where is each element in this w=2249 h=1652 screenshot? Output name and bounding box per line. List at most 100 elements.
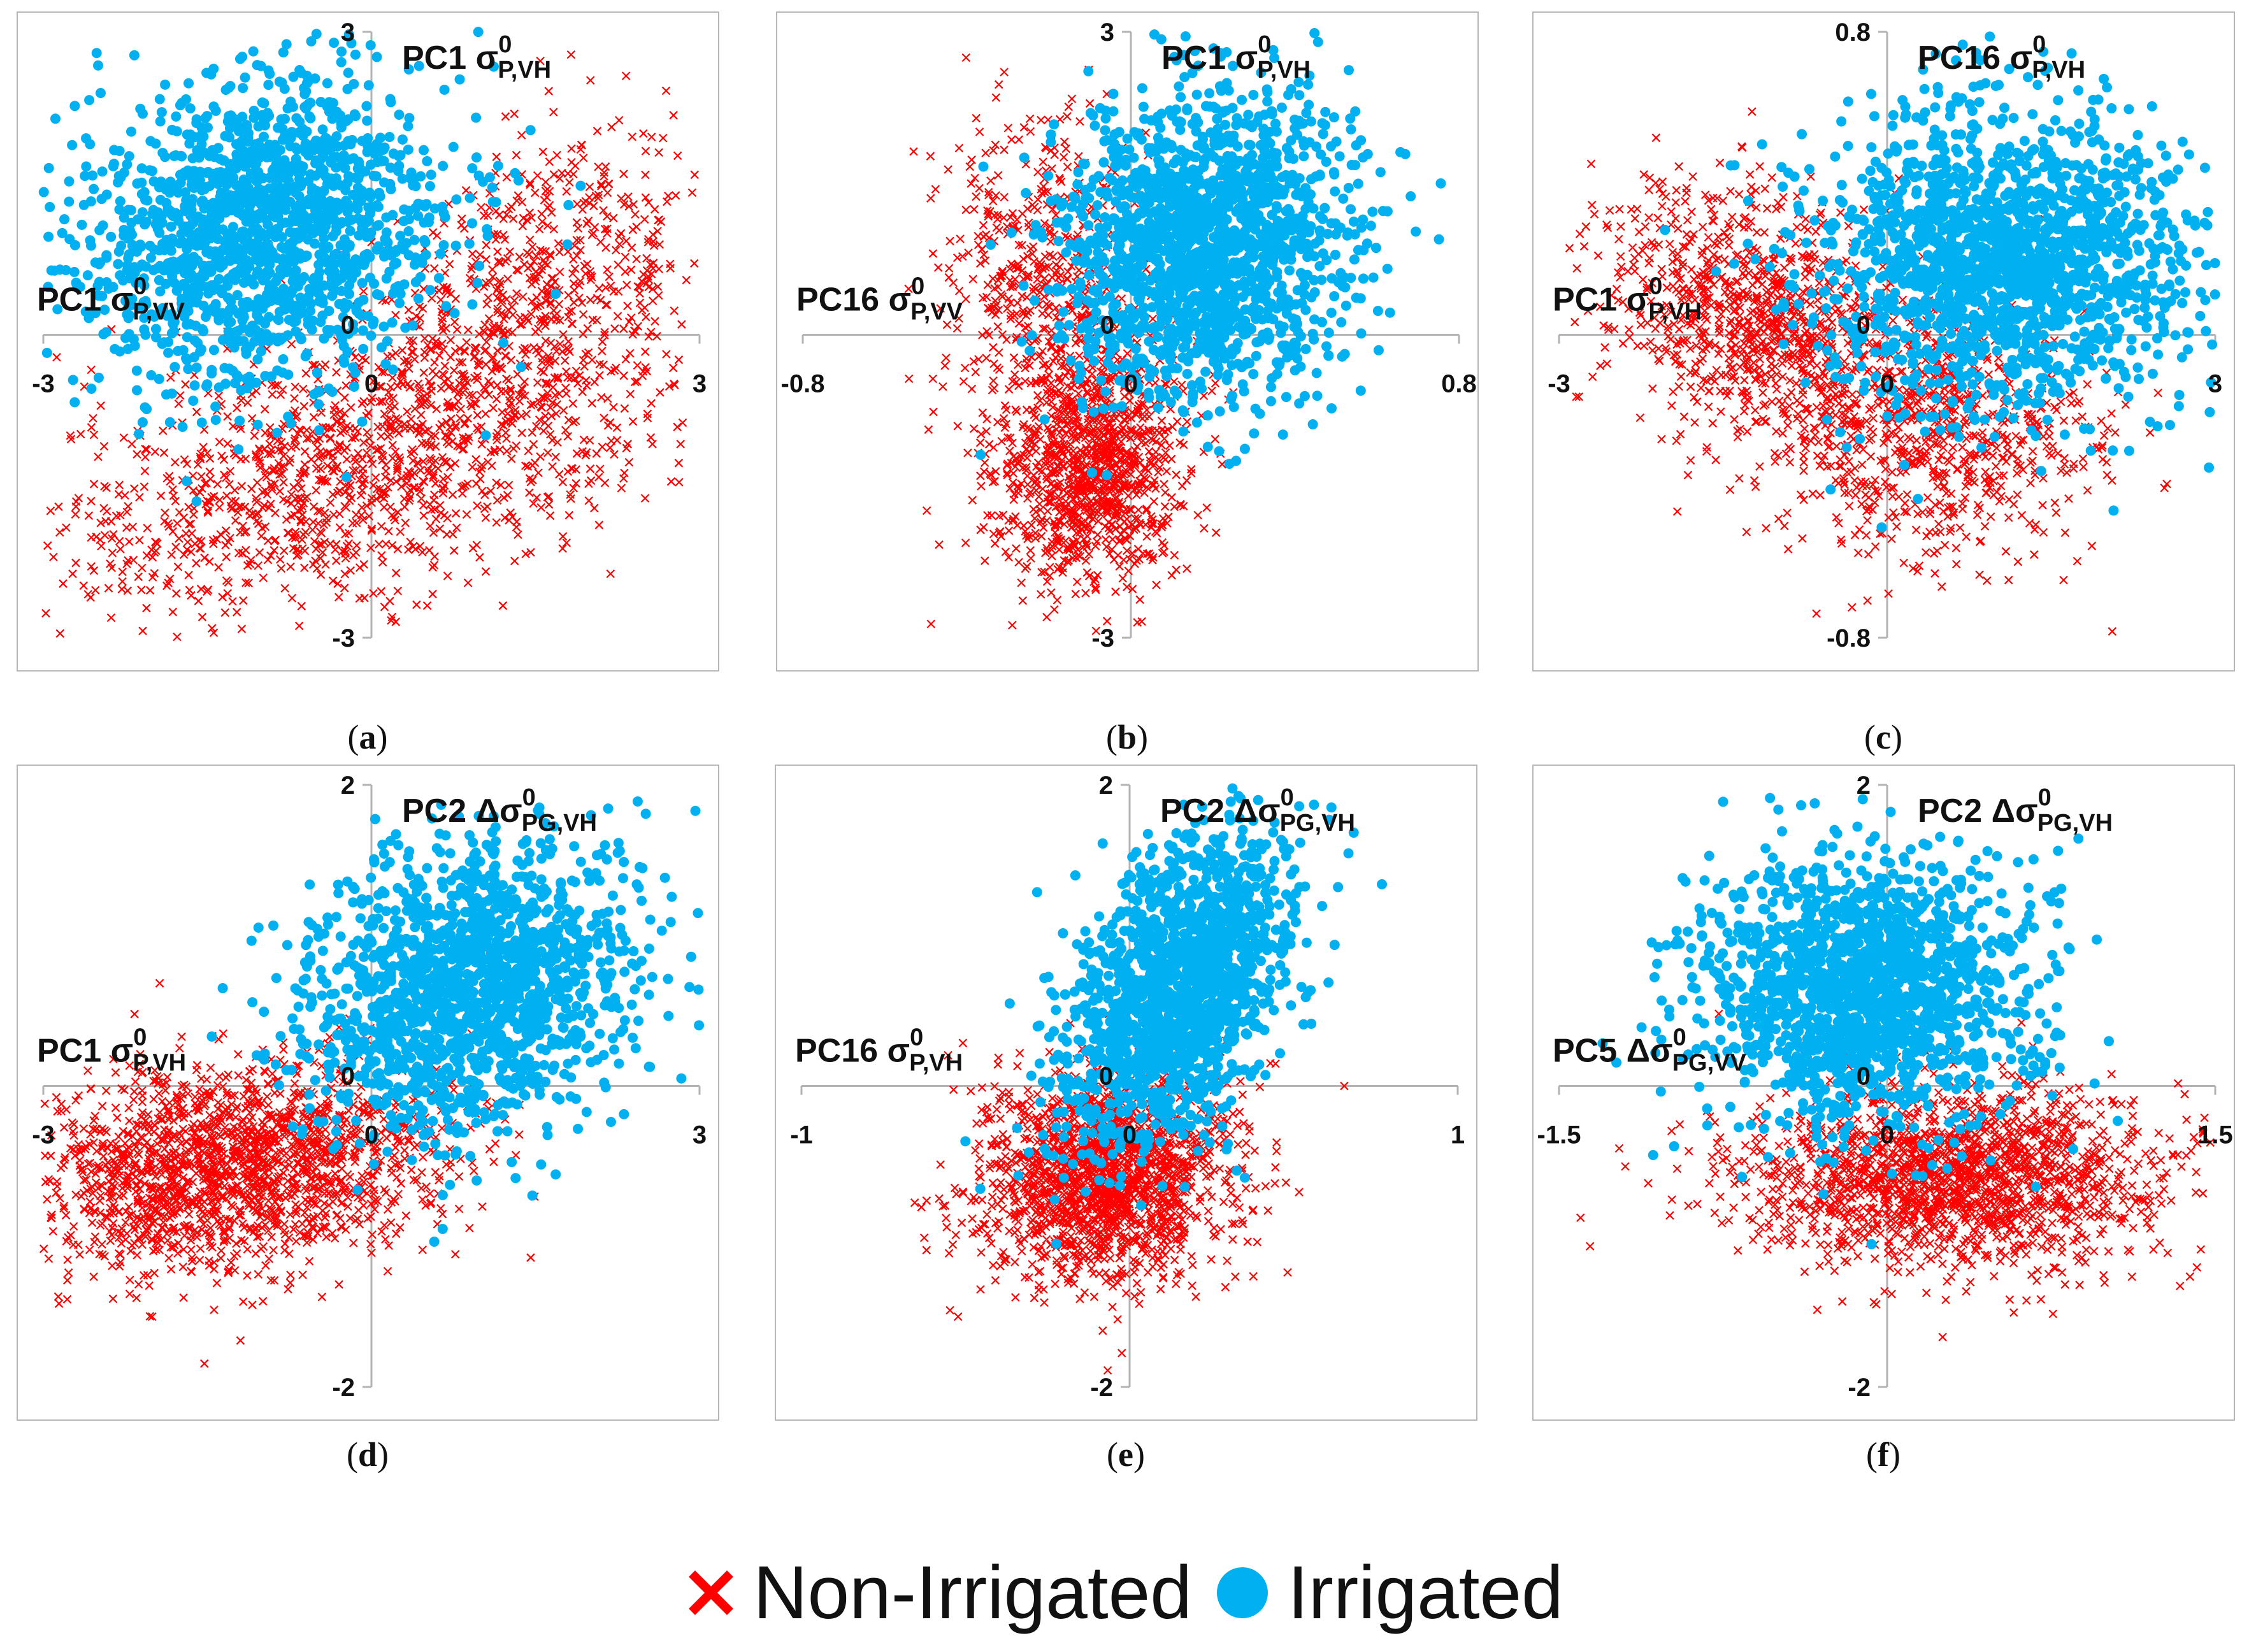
data-point-irrigated bbox=[348, 189, 359, 200]
data-point-non-irrigated bbox=[1126, 505, 1136, 515]
data-point-irrigated bbox=[273, 224, 284, 234]
data-point-irrigated bbox=[259, 318, 270, 329]
data-point-non-irrigated bbox=[1160, 434, 1169, 443]
data-point-irrigated bbox=[187, 194, 198, 205]
data-point-non-irrigated bbox=[994, 305, 1003, 315]
data-point-non-irrigated bbox=[564, 291, 573, 300]
data-point-non-irrigated bbox=[164, 519, 173, 528]
data-point-non-irrigated bbox=[1037, 531, 1046, 541]
data-point-non-irrigated bbox=[571, 478, 580, 488]
data-point-irrigated bbox=[311, 29, 322, 40]
data-point-irrigated bbox=[451, 194, 462, 205]
data-point-non-irrigated bbox=[569, 484, 578, 492]
data-point-non-irrigated bbox=[593, 294, 602, 303]
data-point-non-irrigated bbox=[541, 177, 550, 187]
data-point-irrigated bbox=[342, 83, 353, 94]
data-point-non-irrigated bbox=[420, 334, 429, 343]
data-point-non-irrigated bbox=[525, 488, 534, 498]
data-point-non-irrigated bbox=[567, 319, 577, 328]
data-point-non-irrigated bbox=[337, 413, 346, 423]
data-point-irrigated bbox=[364, 187, 375, 198]
data-point-non-irrigated bbox=[570, 374, 580, 383]
data-point-non-irrigated bbox=[1044, 310, 1053, 320]
data-point-irrigated bbox=[64, 176, 75, 187]
data-point-non-irrigated bbox=[584, 496, 594, 505]
data-point-non-irrigated bbox=[1035, 269, 1044, 279]
data-point-non-irrigated bbox=[1176, 499, 1185, 509]
data-point-irrigated bbox=[238, 146, 249, 157]
data-point-irrigated bbox=[358, 294, 369, 305]
data-point-non-irrigated bbox=[596, 180, 606, 189]
data-point-irrigated bbox=[276, 114, 287, 125]
data-point-non-irrigated bbox=[213, 480, 222, 489]
data-point-non-irrigated bbox=[359, 438, 368, 447]
data-point-non-irrigated bbox=[1044, 337, 1054, 346]
data-point-non-irrigated bbox=[922, 506, 931, 515]
data-point-non-irrigated bbox=[1211, 378, 1220, 388]
data-point-non-irrigated bbox=[972, 113, 981, 123]
data-point-non-irrigated bbox=[333, 447, 343, 456]
data-point-non-irrigated bbox=[594, 521, 604, 529]
data-point-non-irrigated bbox=[999, 414, 1009, 423]
data-point-non-irrigated bbox=[557, 347, 567, 356]
data-point-non-irrigated bbox=[377, 431, 385, 441]
data-point-non-irrigated bbox=[568, 399, 578, 408]
data-point-non-irrigated bbox=[1170, 502, 1179, 512]
data-point-non-irrigated bbox=[400, 502, 409, 512]
data-point-non-irrigated bbox=[1031, 413, 1040, 422]
data-point-non-irrigated bbox=[315, 540, 324, 549]
data-point-irrigated bbox=[90, 257, 101, 268]
data-point-non-irrigated bbox=[1132, 410, 1141, 419]
data-point-non-irrigated bbox=[481, 513, 491, 522]
data-point-non-irrigated bbox=[445, 259, 454, 269]
data-point-non-irrigated bbox=[628, 417, 638, 426]
data-point-non-irrigated bbox=[1088, 514, 1097, 524]
data-point-non-irrigated bbox=[399, 357, 409, 366]
data-point-non-irrigated bbox=[171, 542, 180, 552]
data-point-non-irrigated bbox=[329, 405, 339, 415]
data-point-non-irrigated bbox=[967, 384, 977, 394]
data-point-non-irrigated bbox=[197, 536, 206, 546]
data-point-non-irrigated bbox=[1022, 354, 1031, 363]
data-point-non-irrigated bbox=[308, 525, 317, 535]
data-point-non-irrigated bbox=[904, 374, 914, 384]
data-point-non-irrigated bbox=[194, 596, 203, 606]
data-point-non-irrigated bbox=[493, 428, 502, 438]
data-point-irrigated bbox=[141, 299, 152, 310]
data-point-irrigated bbox=[467, 299, 478, 310]
data-point-non-irrigated bbox=[654, 148, 663, 157]
data-point-non-irrigated bbox=[1014, 264, 1023, 273]
data-point-non-irrigated bbox=[596, 182, 606, 190]
data-point-non-irrigated bbox=[628, 330, 637, 339]
data-point-non-irrigated bbox=[1140, 488, 1149, 498]
data-point-non-irrigated bbox=[1066, 364, 1075, 373]
data-point-non-irrigated bbox=[492, 478, 501, 487]
data-point-irrigated bbox=[223, 166, 234, 177]
data-point-non-irrigated bbox=[1014, 557, 1023, 567]
data-point-non-irrigated bbox=[265, 440, 274, 449]
data-point-non-irrigated bbox=[297, 505, 306, 515]
data-point-non-irrigated bbox=[1071, 589, 1081, 599]
data-point-non-irrigated bbox=[236, 455, 245, 464]
data-point-non-irrigated bbox=[1105, 549, 1114, 559]
data-point-non-irrigated bbox=[300, 460, 310, 469]
data-point-non-irrigated bbox=[620, 468, 629, 478]
data-point-non-irrigated bbox=[227, 496, 236, 505]
data-point-non-irrigated bbox=[322, 518, 331, 527]
data-point-irrigated bbox=[438, 161, 449, 171]
data-point-irrigated bbox=[384, 132, 395, 143]
data-point-non-irrigated bbox=[345, 496, 354, 505]
data-point-non-irrigated bbox=[423, 466, 433, 475]
data-point-non-irrigated bbox=[175, 391, 185, 400]
data-point-irrigated bbox=[91, 48, 102, 59]
data-point-non-irrigated bbox=[1057, 177, 1066, 187]
data-point-irrigated bbox=[245, 327, 255, 338]
data-point-non-irrigated bbox=[443, 571, 452, 580]
data-point-non-irrigated bbox=[1164, 512, 1173, 522]
data-point-non-irrigated bbox=[579, 435, 589, 445]
data-point-non-irrigated bbox=[640, 347, 650, 356]
data-point-irrigated bbox=[319, 233, 329, 244]
data-point-non-irrigated bbox=[1157, 522, 1166, 531]
data-point-non-irrigated bbox=[578, 310, 588, 319]
data-point-irrigated bbox=[252, 354, 263, 365]
